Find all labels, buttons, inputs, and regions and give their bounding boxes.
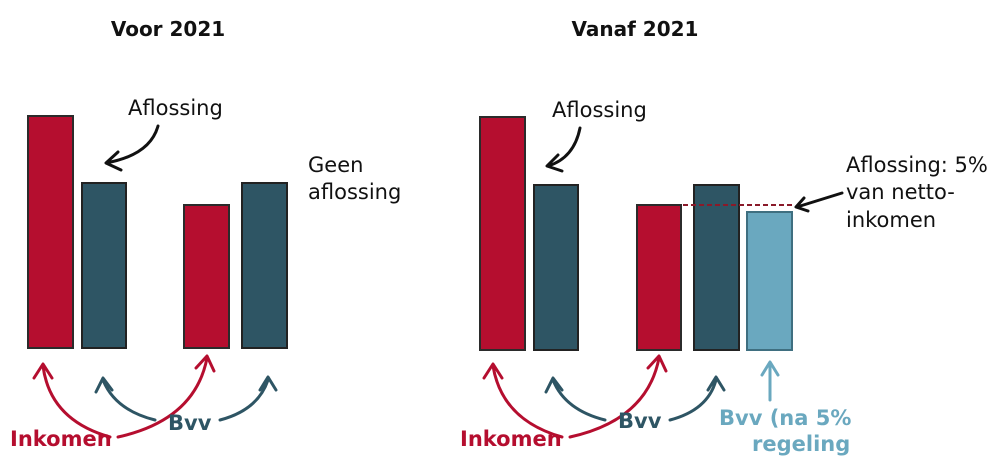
bar (479, 116, 526, 351)
arrow (545, 126, 582, 173)
bar (81, 182, 127, 349)
bar (746, 211, 793, 351)
bar (27, 115, 74, 349)
income-label: Inkomen (460, 427, 562, 451)
note: aflossing (308, 180, 401, 204)
annotation: Aflossing (128, 96, 223, 120)
arrow (544, 376, 607, 422)
bar (241, 182, 288, 349)
bar (636, 204, 682, 351)
note: Geen (308, 153, 363, 177)
annotation: Aflossing (552, 98, 647, 122)
arrow (94, 376, 157, 422)
arrow (794, 191, 844, 213)
bvv-label: Bvv (618, 409, 662, 433)
arrow (668, 375, 726, 422)
arrow (482, 362, 564, 439)
bar (693, 184, 740, 351)
arrow (32, 362, 112, 439)
arrow (760, 360, 780, 402)
bar (533, 184, 579, 351)
note: Aflossing: 5% (846, 153, 987, 177)
note: inkomen (846, 208, 936, 232)
arrow (218, 375, 278, 422)
bvv-label: Bvv (168, 411, 212, 435)
income-label: Inkomen (10, 427, 112, 451)
arrow (104, 124, 160, 172)
bvv5-label: Bvv (na 5% (719, 406, 851, 430)
note: van netto- (846, 180, 955, 204)
panel-title: Voor 2021 (111, 17, 225, 41)
bar (183, 204, 230, 349)
arrow (116, 354, 216, 439)
arrow (568, 354, 668, 439)
bvv5-label: regeling (752, 432, 850, 456)
panel-title: Vanaf 2021 (572, 17, 699, 41)
